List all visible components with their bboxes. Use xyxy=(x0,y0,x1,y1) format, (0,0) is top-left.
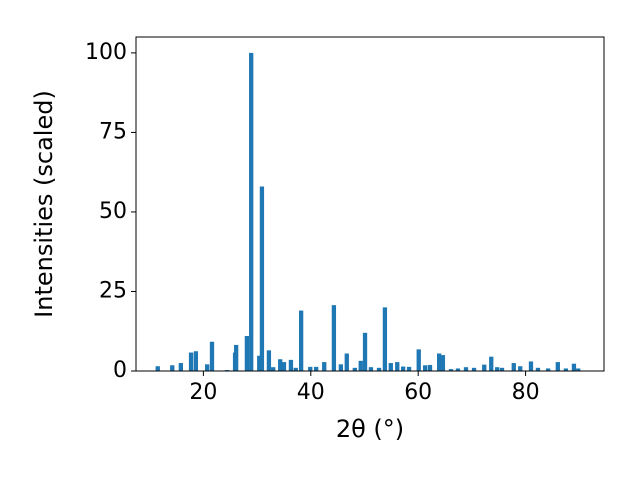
bar xyxy=(471,367,477,371)
x-tick-label: 40 xyxy=(297,380,325,405)
bar xyxy=(358,360,363,371)
x-tick-label: 60 xyxy=(404,380,432,405)
bar xyxy=(563,368,569,371)
bar xyxy=(499,367,505,371)
y-tick-label: 100 xyxy=(85,40,127,65)
bar xyxy=(448,369,454,371)
bar xyxy=(257,355,262,371)
bar xyxy=(482,364,487,371)
bar xyxy=(266,350,272,371)
bar xyxy=(344,353,349,371)
bar xyxy=(170,365,175,371)
bar xyxy=(555,362,560,371)
bar xyxy=(278,359,283,371)
bar xyxy=(249,52,254,372)
bar xyxy=(298,310,304,371)
bar xyxy=(511,363,516,371)
bar xyxy=(571,363,577,371)
bar xyxy=(368,367,374,371)
bar xyxy=(308,366,313,371)
bar xyxy=(535,367,541,371)
plot-frame xyxy=(135,36,605,372)
x-axis-label: 2θ (°) xyxy=(336,415,404,443)
y-axis-label: Intensities (scaled) xyxy=(30,90,58,318)
bar xyxy=(352,367,357,371)
bar xyxy=(546,368,551,371)
bar xyxy=(322,362,327,371)
bar xyxy=(271,367,276,371)
bar xyxy=(406,366,412,371)
bar xyxy=(244,336,250,371)
bar xyxy=(155,366,160,371)
bar xyxy=(494,367,500,371)
bar xyxy=(455,368,461,371)
bar xyxy=(436,353,442,371)
bar xyxy=(362,332,368,371)
y-tick-label: 50 xyxy=(99,199,127,224)
y-tick-label: 25 xyxy=(99,278,127,303)
bar xyxy=(576,368,581,371)
bar xyxy=(178,363,183,371)
bar xyxy=(382,307,388,371)
bar xyxy=(288,359,294,371)
bar xyxy=(331,305,337,371)
bar xyxy=(234,344,239,371)
bar xyxy=(338,364,344,371)
x-tick-label: 20 xyxy=(189,380,217,405)
y-tick-label: 75 xyxy=(99,119,127,144)
bar xyxy=(489,356,494,371)
bar xyxy=(188,352,194,371)
bar xyxy=(440,355,446,371)
bar xyxy=(209,341,215,371)
x-tick-label: 80 xyxy=(512,380,540,405)
bar xyxy=(463,367,469,371)
bar xyxy=(281,362,287,371)
bar xyxy=(518,366,523,371)
bar xyxy=(427,364,433,371)
bar xyxy=(376,367,382,371)
bar xyxy=(293,367,298,371)
bar xyxy=(528,361,534,371)
y-tick-label: 0 xyxy=(113,358,127,383)
bar xyxy=(388,363,393,371)
bar xyxy=(205,364,210,371)
bar xyxy=(401,366,406,371)
bar xyxy=(395,362,400,371)
bar xyxy=(193,351,199,371)
bar xyxy=(314,366,319,371)
bar xyxy=(416,349,421,371)
bar xyxy=(259,186,265,371)
bar xyxy=(423,365,428,371)
